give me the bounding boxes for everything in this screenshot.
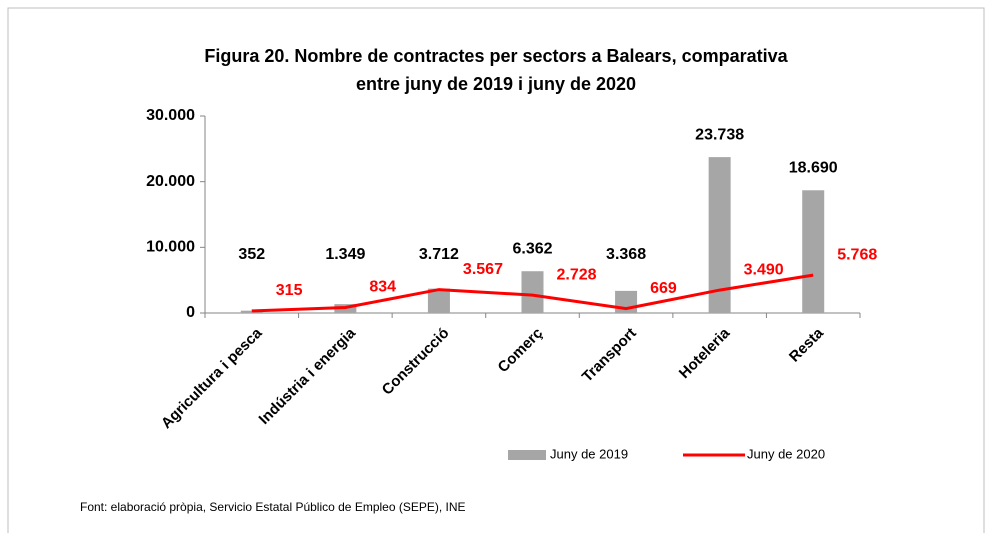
bar-value-label: 1.349 (325, 246, 365, 263)
bar (802, 190, 825, 313)
x-tick-label: Construcció (379, 325, 453, 399)
chart-title: entre juny de 2019 i juny de 2020 (356, 74, 636, 94)
y-tick-label: 10.000 (146, 239, 195, 256)
bar-value-label: 23.738 (695, 126, 744, 143)
x-tick-label: Agricultura i pesca (158, 324, 266, 432)
bar-value-label: 352 (238, 246, 265, 263)
x-tick-label: Resta (786, 324, 827, 365)
line-value-label: 5.768 (837, 246, 877, 263)
y-tick-label: 20.000 (146, 173, 195, 190)
bar-value-label: 18.690 (789, 159, 838, 176)
chart-title: Figura 20. Nombre de contractes per sect… (204, 46, 788, 66)
x-tick-label: Hoteleria (676, 324, 734, 382)
chart-frame (7, 7, 985, 533)
y-tick-label: 0 (186, 304, 195, 321)
x-tick-label: Transport (579, 325, 640, 386)
bar (708, 157, 731, 313)
legend-label: Juny de 2019 (550, 446, 628, 461)
bar-value-label: 6.362 (512, 240, 552, 257)
bar-value-label: 3.712 (419, 246, 459, 263)
line-value-label: 3.567 (463, 261, 503, 278)
bar-value-label: 3.368 (606, 246, 646, 263)
line-value-label: 834 (369, 279, 396, 296)
bar (427, 288, 450, 313)
y-tick-label: 30.000 (146, 107, 195, 124)
source-note: Font: elaboració pròpia, Servicio Estata… (80, 500, 466, 514)
bar (521, 271, 544, 313)
line-value-label: 669 (650, 280, 677, 297)
line-value-label: 315 (276, 282, 303, 299)
line-value-label: 2.728 (557, 266, 597, 283)
legend-swatch (508, 450, 546, 460)
line-value-label: 3.490 (744, 261, 784, 278)
line (251, 273, 814, 313)
x-tick-label: Indústria i energia (256, 324, 360, 428)
legend-label: Juny de 2020 (747, 446, 825, 461)
bar (240, 310, 263, 313)
x-tick-label: Comerç (495, 325, 547, 377)
